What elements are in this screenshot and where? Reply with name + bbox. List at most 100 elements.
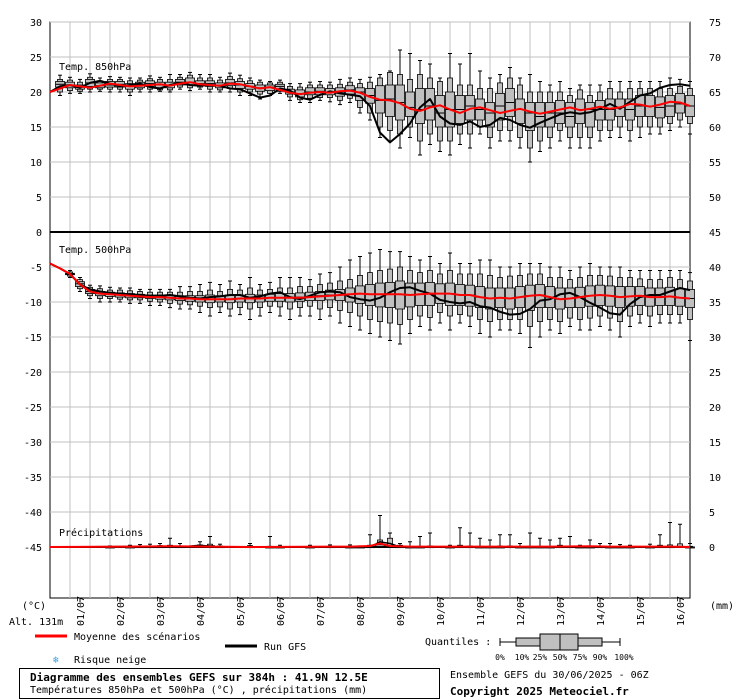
legend-quantiles-label: Quantiles : [425,637,491,648]
x-tick-label: 03/07 [156,596,167,626]
t850-box [665,77,675,131]
box-inner [585,102,595,128]
right-tick-label: 75 [709,18,721,29]
left-tick-label: -20 [24,368,42,379]
box-inner [375,544,385,548]
left-tick-label: 10 [30,158,42,169]
footer-box: Diagramme des ensembles GEFS sur 384h : … [19,668,440,699]
altitude-label: Alt. 131m [9,617,64,628]
left-tick-label: -35 [24,473,42,484]
t850-box [205,74,215,93]
t850-box [545,84,555,149]
left-tick-label: 0 [36,228,42,239]
panel-label-t500: Temp. 500hPa [59,245,131,256]
left-axis-unit: (°C) [22,601,46,612]
box-inner [485,102,495,128]
snowflake-icon: ❄ [53,655,60,666]
right-tick-label: 10 [709,473,721,484]
quantile-label: 50% [553,653,568,662]
t850-box [535,81,545,152]
t850-box [565,88,575,149]
t850-run-line [49,79,691,144]
x-tick-label: 02/07 [116,596,127,626]
left-tick-label: -5 [30,263,42,274]
right-tick-label: 35 [709,298,721,309]
left-tick-label: -25 [24,403,42,414]
right-tick-label: 5 [709,508,715,519]
left-tick-label: 25 [30,53,42,64]
right-tick-label: 70 [709,53,721,64]
right-tick-label: 15 [709,438,721,449]
x-tick-label: 09/07 [396,596,407,626]
box-inner [525,284,535,311]
t850-box [495,74,505,142]
box-inner [565,102,575,128]
precip-mean-line [49,542,691,548]
x-tick-label: 10/07 [436,596,447,626]
legend-run-label: Run GFS [264,642,306,653]
box-inner [405,91,415,117]
t500-mean-line [49,262,691,301]
box-inner [575,98,585,124]
t850-box [485,77,495,149]
box-inner [535,102,545,128]
left-tick-label: 5 [36,193,42,204]
t500-run-line [49,262,691,316]
box-inner [545,102,555,128]
right-tick-label: 0 [709,543,715,554]
box-inner [525,102,535,131]
box-inner [495,93,505,121]
t850-box [555,81,565,142]
left-tick-label: -40 [24,508,42,519]
t850-box [655,81,665,135]
x-tick-label: 16/07 [676,596,687,626]
x-tick-label: 05/07 [236,596,247,626]
axes: 302520151050-5-10-15-20-25-30-35-40-4575… [24,18,721,626]
legend-quantile-box [499,633,621,651]
box-inner [415,88,425,124]
right-axis-unit: (mm) [710,601,734,612]
right-tick-label: 65 [709,88,721,99]
legend-quantile-labels: 0% 10% 25% 50% 75% 90% 100% [495,653,634,662]
x-tick-label: 06/07 [276,596,287,626]
left-tick-label: -30 [24,438,42,449]
box-inner [435,95,445,128]
panel-label-precip: Précipitations [59,527,143,539]
x-tick-label: 13/07 [556,596,567,626]
legend-mean-label: Moyenne des scénarios [74,631,200,643]
t850-box [635,81,645,138]
left-tick-label: -45 [24,543,42,554]
x-tick-label: 07/07 [316,596,327,626]
t850-box [515,77,525,149]
right-tick-label: 20 [709,403,721,414]
panel-label-t850: Temp. 850hPa [59,62,131,73]
t850-mean-line [49,81,691,115]
x-tick-label: 04/07 [196,596,207,626]
quantile-label: 25% [533,653,548,662]
box-inner [425,88,435,121]
right-tick-label: 25 [709,368,721,379]
t850-box [225,72,235,93]
copyright: Copyright 2025 Meteociel.fr [450,685,629,698]
x-tick-label: 12/07 [516,596,527,626]
right-tick-label: 30 [709,333,721,344]
right-tick-label: 55 [709,158,721,169]
box-inner [555,100,565,124]
right-tick-label: 40 [709,263,721,274]
t850-box [455,63,465,145]
quantile-label: 75% [573,653,588,662]
right-tick-label: 45 [709,228,721,239]
right-tick-label: 60 [709,123,721,134]
x-tick-label: 01/07 [76,596,87,626]
t850-box [525,74,535,163]
chart-marks [49,49,695,549]
left-tick-label: -10 [24,298,42,309]
footer-title: Diagramme des ensembles GEFS sur 384h : … [30,671,368,684]
legend-snow-label: Risque neige [74,655,146,666]
left-tick-label: 30 [30,18,42,29]
left-tick-label: 20 [30,88,42,99]
box-inner [515,98,525,124]
x-tick-label: 11/07 [476,596,487,626]
x-tick-label: 14/07 [596,596,607,626]
